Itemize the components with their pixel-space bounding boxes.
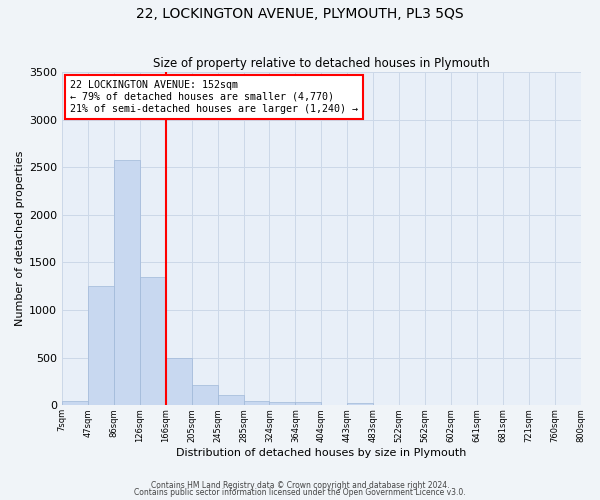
Text: 22, LOCKINGTON AVENUE, PLYMOUTH, PL3 5QS: 22, LOCKINGTON AVENUE, PLYMOUTH, PL3 5QS [136, 8, 464, 22]
Bar [269, 402, 295, 406]
X-axis label: Distribution of detached houses by size in Plymouth: Distribution of detached houses by size … [176, 448, 467, 458]
Bar [218, 395, 244, 406]
Text: Contains HM Land Registry data © Crown copyright and database right 2024.: Contains HM Land Registry data © Crown c… [151, 480, 449, 490]
Bar [166, 358, 192, 406]
Text: 22 LOCKINGTON AVENUE: 152sqm
← 79% of detached houses are smaller (4,770)
21% of: 22 LOCKINGTON AVENUE: 152sqm ← 79% of de… [70, 80, 358, 114]
Bar [88, 286, 114, 406]
Text: Contains public sector information licensed under the Open Government Licence v3: Contains public sector information licen… [134, 488, 466, 497]
Bar [140, 277, 166, 406]
Y-axis label: Number of detached properties: Number of detached properties [15, 151, 25, 326]
Bar [62, 400, 88, 406]
Bar [347, 403, 373, 406]
Bar [114, 160, 140, 406]
Bar [244, 401, 269, 406]
Title: Size of property relative to detached houses in Plymouth: Size of property relative to detached ho… [153, 56, 490, 70]
Bar [295, 402, 322, 406]
Bar [192, 386, 218, 406]
